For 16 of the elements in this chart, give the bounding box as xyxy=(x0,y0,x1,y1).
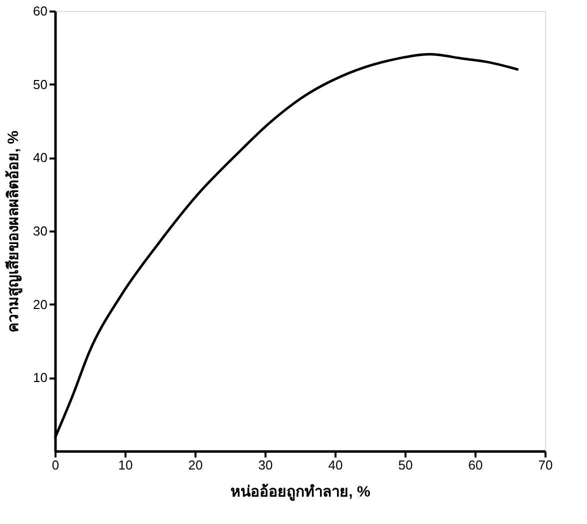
x-tick-label: 70 xyxy=(538,458,553,472)
x-tick-label: 0 xyxy=(52,458,60,472)
y-tick-label: 30 xyxy=(33,224,48,238)
y-tick-label: 50 xyxy=(33,76,48,92)
x-tick-label: 30 xyxy=(258,458,273,472)
y-axis-title: ความสูญเสียของผลผลิตอ้อย, % xyxy=(4,130,24,332)
y-tick-label: 10 xyxy=(33,370,48,386)
y-tick-label: 60 xyxy=(33,4,48,18)
x-tick-label: 60 xyxy=(468,458,483,472)
x-tick-label: 40 xyxy=(328,458,343,472)
x-tick-label: 50 xyxy=(398,458,413,472)
y-tick-label: 20 xyxy=(33,296,48,312)
y-tick-label: 40 xyxy=(33,150,48,166)
x-tick-label: 20 xyxy=(188,458,203,472)
x-axis-title: หน่ออ้อยถูกทำลาย, % xyxy=(230,484,370,502)
x-tick-label: 10 xyxy=(118,458,133,472)
